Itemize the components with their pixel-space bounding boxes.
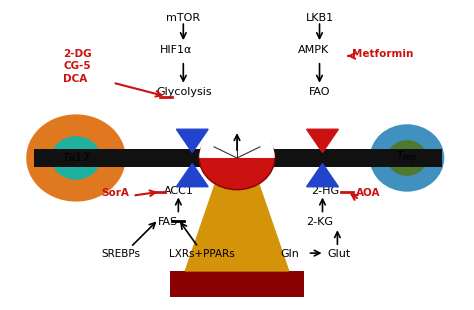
Text: LXRs+PPARs: LXRs+PPARs bbox=[169, 249, 235, 259]
Text: Glycolysis: Glycolysis bbox=[156, 86, 212, 97]
Text: $T_{reg}$: $T_{reg}$ bbox=[396, 150, 418, 166]
Polygon shape bbox=[176, 163, 208, 187]
Text: SREBPs: SREBPs bbox=[101, 249, 140, 259]
Text: AOA: AOA bbox=[356, 188, 381, 198]
Text: 2-KG: 2-KG bbox=[306, 217, 333, 228]
Text: Gln: Gln bbox=[280, 249, 299, 259]
Text: AMPK: AMPK bbox=[298, 45, 329, 55]
Ellipse shape bbox=[370, 124, 444, 192]
Text: mTOR: mTOR bbox=[166, 13, 201, 23]
Text: FAS: FAS bbox=[158, 217, 179, 228]
Ellipse shape bbox=[387, 140, 427, 176]
Text: Metformin: Metformin bbox=[352, 49, 414, 59]
Text: 2-HG: 2-HG bbox=[311, 186, 339, 196]
Ellipse shape bbox=[199, 126, 275, 190]
Text: LKB1: LKB1 bbox=[305, 13, 334, 23]
Text: Glut: Glut bbox=[328, 249, 351, 259]
Wedge shape bbox=[199, 120, 275, 158]
Polygon shape bbox=[176, 129, 208, 153]
Bar bbox=[170, 271, 304, 297]
Text: ACC1: ACC1 bbox=[164, 186, 193, 196]
Ellipse shape bbox=[26, 114, 126, 202]
Text: HIF1α: HIF1α bbox=[160, 45, 192, 55]
Bar bbox=[34, 149, 442, 167]
Text: $T_H17$: $T_H17$ bbox=[62, 151, 90, 165]
Ellipse shape bbox=[51, 136, 101, 180]
Text: SorA: SorA bbox=[101, 188, 128, 198]
Polygon shape bbox=[307, 163, 338, 187]
Text: 2-DG
CG-5
DCA: 2-DG CG-5 DCA bbox=[63, 49, 91, 84]
Polygon shape bbox=[185, 167, 289, 271]
Text: FAO: FAO bbox=[309, 86, 330, 97]
Polygon shape bbox=[307, 129, 338, 153]
